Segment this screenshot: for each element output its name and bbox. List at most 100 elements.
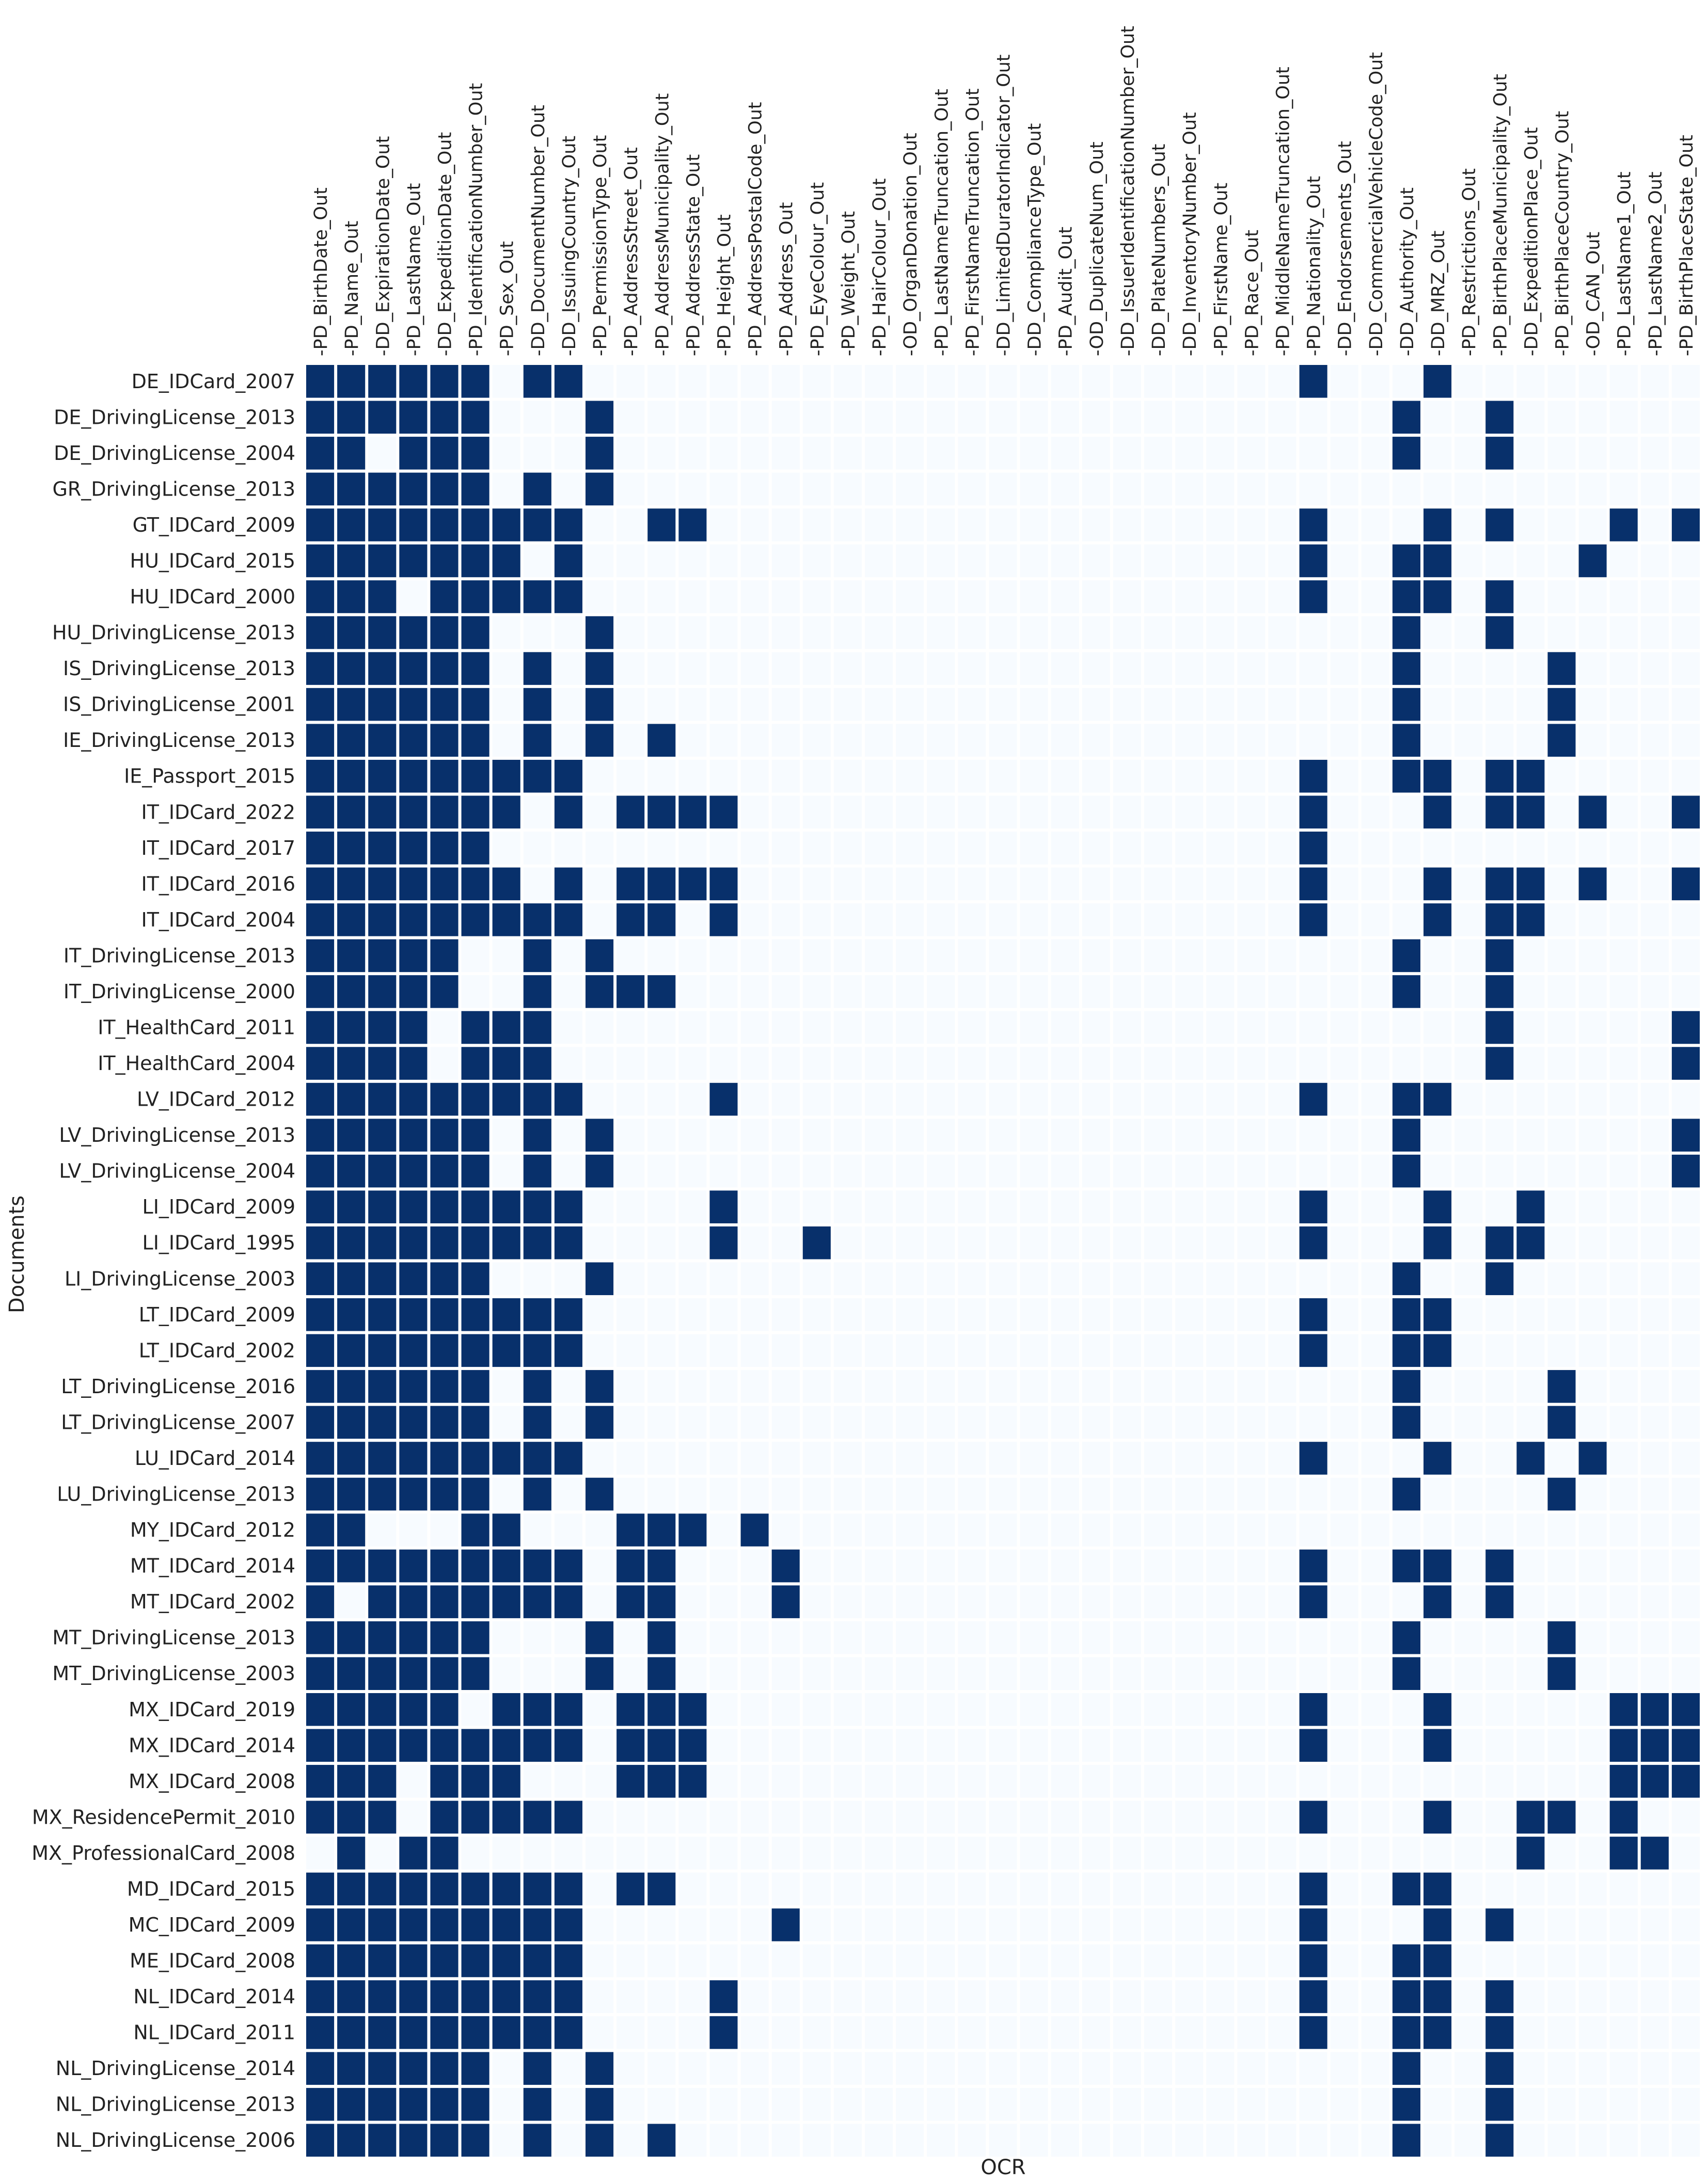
heatmap-cell	[740, 437, 769, 470]
heatmap-cell	[802, 1190, 831, 1223]
heatmap-cell	[1424, 1657, 1452, 1690]
heatmap-cell	[1578, 580, 1607, 613]
heatmap-cell	[1547, 1298, 1576, 1331]
heatmap-cell	[709, 688, 738, 721]
heatmap-cell	[586, 724, 614, 757]
heatmap-cell	[1609, 1226, 1638, 1260]
column-tick-label: -DD_LimitedDuratorIndicator_Out	[994, 54, 1015, 356]
heatmap-cell	[958, 1837, 986, 1870]
heatmap-cell	[1082, 832, 1110, 865]
heatmap-cell	[523, 2016, 551, 2049]
heatmap-cell	[1082, 508, 1110, 541]
heatmap-cell	[678, 1226, 707, 1260]
heatmap-cells	[306, 365, 1700, 2157]
heatmap-cell	[368, 724, 397, 757]
heatmap-cell	[1206, 1154, 1235, 1188]
heatmap-cell	[616, 365, 645, 398]
heatmap-cell	[989, 724, 1017, 757]
heatmap-cell	[740, 1800, 769, 1834]
heatmap-cell	[740, 1872, 769, 1906]
heatmap-cell	[368, 867, 397, 901]
heatmap-cell	[833, 1980, 862, 2013]
heatmap-cell	[1237, 652, 1266, 685]
heatmap-cell	[492, 1765, 520, 1798]
heatmap-cell	[1454, 1011, 1483, 1044]
heatmap-cell	[368, 975, 397, 1008]
heatmap-cell	[1454, 1298, 1483, 1331]
heatmap-cell	[554, 1585, 582, 1618]
heatmap-cell	[771, 472, 800, 506]
heatmap-cell	[554, 1262, 582, 1296]
heatmap-cell	[709, 903, 738, 936]
heatmap-cell	[1640, 1119, 1669, 1152]
heatmap-cell	[1175, 1334, 1204, 1367]
heatmap-cell	[1392, 365, 1420, 398]
heatmap-cell	[896, 1585, 924, 1618]
heatmap-cell	[709, 401, 738, 434]
heatmap-cell	[1206, 1370, 1235, 1403]
heatmap-cell	[1020, 1119, 1048, 1152]
heatmap-cell	[1516, 1119, 1545, 1152]
heatmap-cell	[927, 1549, 955, 1583]
heatmap-cell	[740, 1262, 769, 1296]
heatmap-cell	[306, 1226, 335, 1260]
heatmap-cell	[740, 2052, 769, 2085]
heatmap-cell	[958, 1298, 986, 1331]
heatmap-cell	[1268, 365, 1296, 398]
heatmap-cell	[1671, 1908, 1700, 1941]
heatmap-cell	[958, 903, 986, 936]
heatmap-cell	[1330, 580, 1358, 613]
heatmap-cell	[1516, 1190, 1545, 1223]
heatmap-cell	[1020, 508, 1048, 541]
heatmap-cell	[399, 365, 428, 398]
heatmap-cell	[927, 472, 955, 506]
heatmap-cell	[523, 688, 551, 721]
heatmap-cell	[1268, 1837, 1296, 1870]
heatmap-cell	[1671, 1800, 1700, 1834]
heatmap-cell	[1454, 1190, 1483, 1223]
heatmap-cell	[1392, 1119, 1420, 1152]
heatmap-cell	[461, 1693, 489, 1726]
heatmap-cell	[865, 472, 893, 506]
heatmap-cell	[1671, 1154, 1700, 1188]
heatmap-cell	[1361, 365, 1389, 398]
heatmap-cell	[927, 365, 955, 398]
heatmap-cell	[523, 580, 551, 613]
heatmap-cell	[865, 1298, 893, 1331]
heatmap-cell	[1144, 832, 1173, 865]
heatmap-cell	[1454, 1047, 1483, 1080]
heatmap-cell	[989, 939, 1017, 973]
heatmap-cell	[1144, 688, 1173, 721]
column-tick-label: -PD_BirthPlaceState_Out	[1677, 135, 1697, 356]
heatmap-cell	[865, 1837, 893, 1870]
heatmap-cell	[1268, 1800, 1296, 1834]
heatmap-cell	[1020, 1154, 1048, 1188]
heatmap-cell	[1454, 472, 1483, 506]
heatmap-cell	[1361, 1693, 1389, 1726]
heatmap-cell	[1454, 1837, 1483, 1870]
heatmap-cell	[1516, 1082, 1545, 1116]
heatmap-cell	[430, 1513, 458, 1547]
heatmap-cell	[1144, 401, 1173, 434]
heatmap-cell	[771, 1657, 800, 1690]
heatmap-cell	[1547, 1549, 1576, 1583]
row-tick-label: LT_DrivingLicense_2016	[61, 1375, 295, 1398]
row-tick-label: MT_IDCard_2014	[130, 1555, 295, 1577]
heatmap-cell	[958, 1011, 986, 1044]
heatmap-cell	[1299, 867, 1327, 901]
heatmap-cell	[1578, 1442, 1607, 1475]
heatmap-cell	[1392, 1334, 1420, 1367]
heatmap-cell	[1361, 508, 1389, 541]
heatmap-cell	[368, 1765, 397, 1798]
heatmap-cell	[1671, 1980, 1700, 2013]
heatmap-cell	[865, 795, 893, 829]
heatmap-cell	[1175, 2016, 1204, 2049]
heatmap-cell	[802, 1693, 831, 1726]
heatmap-cell	[1299, 437, 1327, 470]
heatmap-cell	[1609, 365, 1638, 398]
heatmap-cell	[1051, 1011, 1079, 1044]
heatmap-cell	[1547, 688, 1576, 721]
heatmap-cell	[306, 1513, 335, 1547]
column-tick-label: -PD_Weight_Out	[839, 211, 859, 356]
heatmap-cell	[1547, 652, 1576, 685]
